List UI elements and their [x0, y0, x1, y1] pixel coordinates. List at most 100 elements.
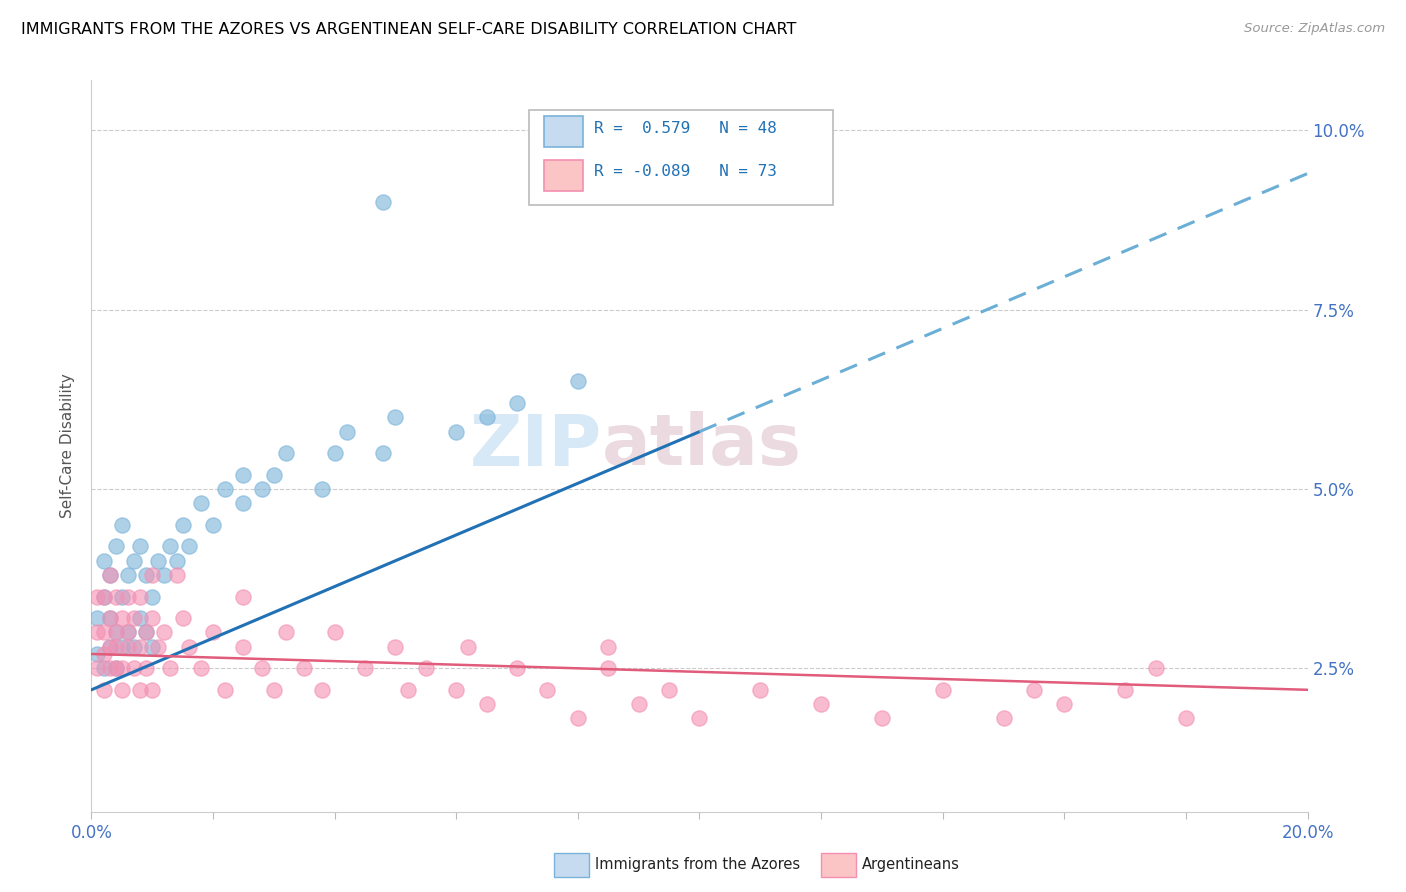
- Point: [111, 517, 134, 532]
- Point: [117, 625, 139, 640]
- Point: [104, 590, 127, 604]
- Point: [129, 640, 152, 654]
- Text: Argentineans: Argentineans: [862, 857, 960, 871]
- Point: [232, 640, 254, 654]
- Point: [444, 425, 467, 439]
- Point: [232, 496, 254, 510]
- FancyBboxPatch shape: [544, 160, 582, 191]
- Point: [148, 640, 170, 654]
- Point: [567, 375, 589, 389]
- Point: [141, 611, 163, 625]
- Point: [373, 446, 395, 460]
- Point: [354, 661, 377, 675]
- Point: [159, 540, 181, 554]
- Point: [98, 661, 121, 675]
- Point: [274, 446, 297, 460]
- Point: [148, 554, 170, 568]
- Point: [104, 625, 127, 640]
- Point: [658, 682, 681, 697]
- Text: R = -0.089   N = 73: R = -0.089 N = 73: [593, 164, 776, 179]
- Point: [232, 467, 254, 482]
- Text: atlas: atlas: [602, 411, 801, 481]
- Point: [177, 540, 200, 554]
- Point: [86, 590, 108, 604]
- Point: [323, 625, 346, 640]
- Point: [98, 568, 121, 582]
- Point: [214, 682, 236, 697]
- Point: [117, 625, 139, 640]
- Point: [129, 590, 152, 604]
- Point: [870, 711, 893, 725]
- Point: [135, 625, 157, 640]
- Point: [202, 625, 225, 640]
- Point: [598, 661, 620, 675]
- Point: [336, 425, 359, 439]
- Point: [153, 625, 176, 640]
- Point: [122, 611, 145, 625]
- Point: [232, 590, 254, 604]
- Point: [415, 661, 437, 675]
- Text: Source: ZipAtlas.com: Source: ZipAtlas.com: [1244, 22, 1385, 36]
- Point: [598, 640, 620, 654]
- Point: [1022, 682, 1045, 697]
- Point: [373, 195, 395, 210]
- Y-axis label: Self-Care Disability: Self-Care Disability: [60, 374, 76, 518]
- Point: [111, 640, 134, 654]
- Point: [1053, 697, 1076, 711]
- Point: [190, 661, 212, 675]
- Point: [104, 661, 127, 675]
- Point: [111, 682, 134, 697]
- Point: [311, 482, 333, 496]
- Point: [93, 625, 115, 640]
- Point: [93, 647, 115, 661]
- Point: [93, 554, 115, 568]
- Point: [111, 590, 134, 604]
- Point: [135, 661, 157, 675]
- Point: [98, 611, 121, 625]
- Point: [250, 482, 273, 496]
- Point: [384, 640, 406, 654]
- Point: [311, 682, 333, 697]
- Point: [274, 625, 297, 640]
- Point: [135, 568, 157, 582]
- Point: [202, 517, 225, 532]
- Text: Immigrants from the Azores: Immigrants from the Azores: [595, 857, 800, 871]
- Point: [93, 590, 115, 604]
- Point: [104, 625, 127, 640]
- Point: [1114, 682, 1136, 697]
- Point: [159, 661, 181, 675]
- Point: [141, 640, 163, 654]
- Point: [117, 590, 139, 604]
- Point: [122, 640, 145, 654]
- Point: [1144, 661, 1167, 675]
- FancyBboxPatch shape: [544, 116, 582, 147]
- Point: [536, 682, 558, 697]
- Point: [457, 640, 479, 654]
- Point: [214, 482, 236, 496]
- Point: [190, 496, 212, 510]
- Point: [263, 467, 285, 482]
- Point: [135, 625, 157, 640]
- Point: [749, 682, 772, 697]
- Point: [117, 640, 139, 654]
- Point: [166, 568, 188, 582]
- FancyBboxPatch shape: [529, 110, 834, 204]
- Point: [993, 711, 1015, 725]
- Point: [122, 661, 145, 675]
- Point: [172, 611, 194, 625]
- Point: [98, 568, 121, 582]
- Text: R =  0.579   N = 48: R = 0.579 N = 48: [593, 120, 776, 136]
- Point: [104, 540, 127, 554]
- Point: [104, 661, 127, 675]
- Point: [506, 661, 529, 675]
- Point: [384, 410, 406, 425]
- Point: [141, 682, 163, 697]
- Point: [122, 554, 145, 568]
- Point: [166, 554, 188, 568]
- Point: [444, 682, 467, 697]
- Point: [86, 625, 108, 640]
- Point: [506, 396, 529, 410]
- Point: [627, 697, 650, 711]
- Point: [1174, 711, 1197, 725]
- Point: [141, 568, 163, 582]
